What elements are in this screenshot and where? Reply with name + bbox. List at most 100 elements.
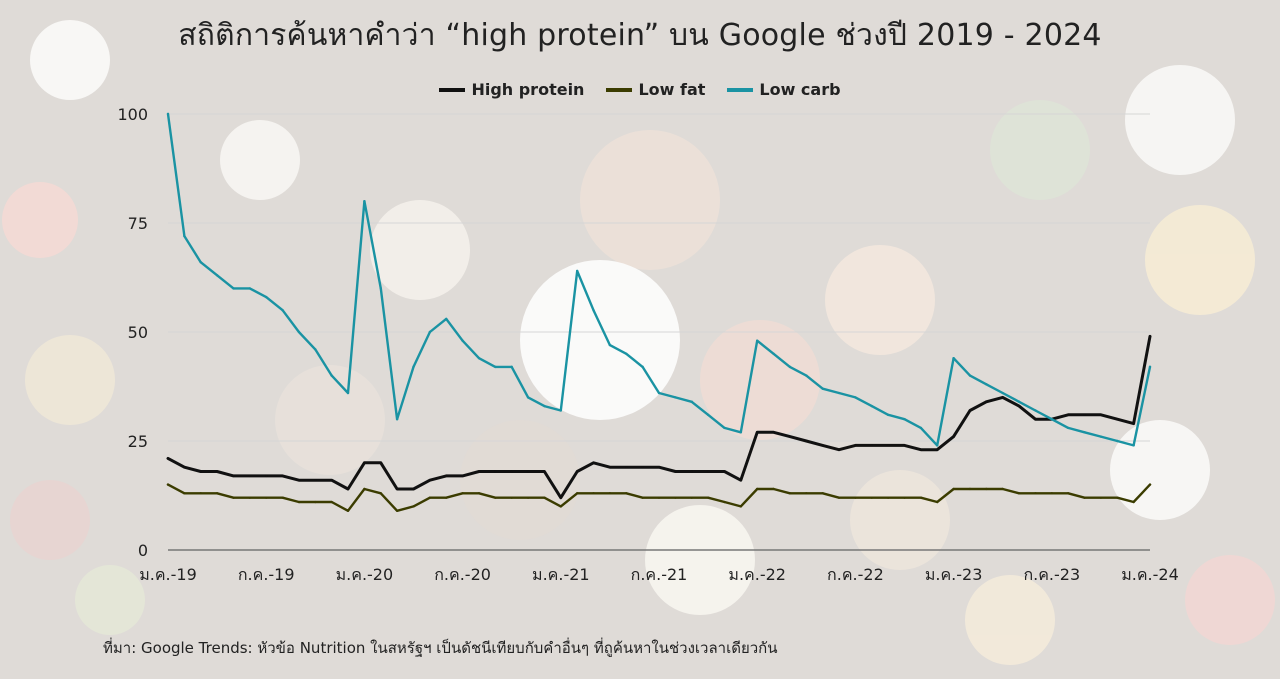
data-point [706, 413, 710, 417]
data-point [592, 461, 595, 464]
data-point [559, 496, 562, 499]
data-point [526, 496, 530, 499]
data-point [952, 356, 955, 360]
data-point [1017, 492, 1021, 495]
x-tick-label: ม.ค.-21 [532, 565, 590, 584]
data-point [706, 496, 710, 499]
data-point [1148, 335, 1152, 338]
data-point [821, 444, 824, 447]
data-point [772, 431, 775, 434]
data-point [166, 483, 170, 486]
data-point [1116, 496, 1119, 499]
data-point [232, 496, 235, 499]
data-point [772, 487, 775, 491]
data-point [723, 500, 726, 504]
data-point [1116, 439, 1119, 443]
x-tick-label: ม.ค.-19 [139, 565, 197, 584]
data-point [919, 496, 923, 499]
data-point [248, 496, 252, 499]
data-point [903, 496, 906, 499]
data-point [477, 356, 481, 360]
data-point [870, 496, 873, 499]
data-point [1132, 500, 1135, 504]
data-point [968, 409, 972, 412]
data-point [985, 487, 988, 491]
data-point [690, 400, 693, 403]
data-point [1083, 431, 1086, 434]
data-point [445, 474, 448, 478]
legend-swatch-low-carb [727, 87, 754, 92]
legend-label-high-protein: High protein [471, 80, 585, 99]
data-point [346, 391, 350, 395]
data-point [1148, 483, 1152, 486]
data-point [1148, 365, 1152, 369]
data-point [215, 274, 219, 277]
data-point [575, 492, 579, 495]
data-point [1099, 413, 1103, 417]
x-tick-label: ม.ค.-20 [336, 565, 394, 584]
data-point [674, 396, 677, 399]
data-point [985, 400, 988, 403]
data-point [314, 348, 317, 351]
data-point [1017, 400, 1021, 403]
legend-swatch-high-protein [439, 87, 466, 92]
data-point [395, 418, 399, 421]
data-point [1034, 409, 1037, 412]
data-point [494, 365, 497, 369]
data-point [1132, 422, 1135, 425]
data-point [1001, 391, 1004, 395]
data-point [477, 492, 481, 495]
data-point [445, 317, 448, 321]
data-point [477, 470, 481, 473]
data-point [805, 439, 808, 443]
data-point [1083, 413, 1086, 417]
data-point [232, 474, 235, 478]
data-point [1050, 492, 1054, 495]
data-point [706, 470, 710, 473]
data-point [526, 396, 530, 399]
x-tick-label: ก.ค.-20 [434, 565, 491, 584]
data-point [346, 487, 350, 491]
x-tick-label: ก.ค.-23 [1023, 565, 1080, 584]
data-point [395, 509, 399, 512]
y-tick-label: 75 [128, 214, 148, 233]
data-point [756, 431, 759, 434]
data-point [723, 470, 726, 473]
legend-label-low-carb: Low carb [759, 80, 841, 99]
data-point [166, 457, 170, 460]
x-tick-label: ก.ค.-19 [238, 565, 295, 584]
data-point [608, 492, 612, 495]
data-point [461, 492, 464, 495]
data-point [428, 330, 432, 334]
data-point [903, 444, 906, 447]
data-point [1017, 404, 1021, 408]
x-tick-label: ก.ค.-22 [827, 565, 884, 584]
data-point [936, 500, 939, 504]
data-point [1083, 496, 1086, 499]
data-point [183, 492, 186, 495]
data-point [559, 409, 562, 412]
data-point [985, 383, 988, 386]
y-tick-label: 50 [128, 323, 148, 342]
x-tick-label: ม.ค.-24 [1121, 565, 1179, 584]
data-point [886, 496, 890, 499]
data-point [919, 426, 923, 430]
data-point [510, 470, 513, 473]
series-line-high-protein [166, 334, 1152, 500]
data-point [265, 496, 268, 499]
data-point [821, 492, 824, 495]
data-point [854, 444, 857, 447]
data-point [297, 500, 301, 504]
data-point [952, 487, 955, 491]
data-point [265, 474, 268, 478]
data-point [641, 365, 644, 369]
data-point [510, 496, 513, 499]
data-point [723, 426, 726, 430]
data-point [919, 448, 923, 451]
legend-item-low-carb: Low carb [727, 80, 841, 99]
legend-label-low-fat: Low fat [638, 80, 706, 99]
data-point [886, 413, 890, 417]
data-point [690, 496, 693, 499]
data-point [756, 487, 759, 491]
